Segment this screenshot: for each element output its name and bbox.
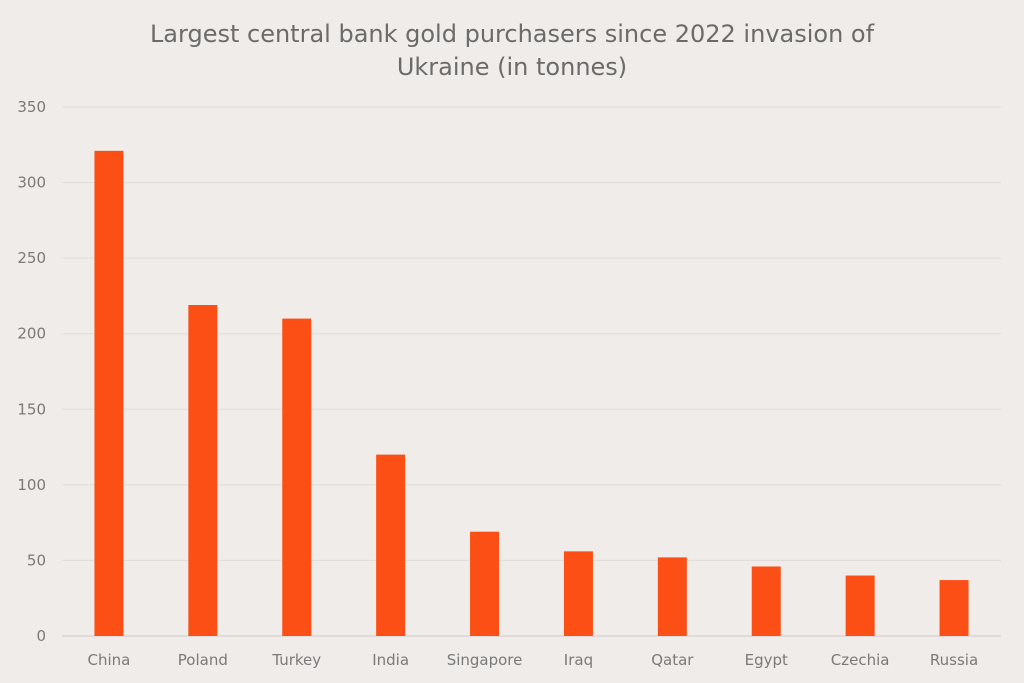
bar-singapore [470,531,500,636]
y-tick-label: 350 [17,98,46,116]
x-tick-label: Czechia [831,651,890,669]
x-tick-label: Singapore [447,651,523,669]
x-tick-label: India [372,651,409,669]
y-tick-label: 0 [36,627,46,645]
x-tick-label: Turkey [271,651,321,669]
bar-czechia [845,575,875,636]
bar-poland [188,304,218,636]
x-tick-label: Iraq [564,651,593,669]
bar-russia [939,580,969,636]
bar-egypt [751,566,781,636]
y-tick-label: 300 [17,174,46,192]
y-tick-label: 100 [17,476,46,494]
y-tick-label: 200 [17,325,46,343]
chart-title-line-2: Ukraine (in tonnes) [396,53,628,81]
x-tick-label: Russia [930,651,978,669]
y-tick-label: 250 [17,249,46,267]
bar-qatar [657,557,687,636]
x-tick-label: Qatar [651,651,694,669]
chart-title-line-1: Largest central bank gold purchasers sin… [149,20,875,48]
bar-turkey [282,318,312,636]
y-tick-label: 150 [17,400,46,418]
x-tick-label: China [88,651,131,669]
bar-china [94,150,124,636]
bar-india [376,454,406,636]
x-tick-label: Egypt [745,651,788,669]
x-tick-label: Poland [178,651,228,669]
chart-title: Largest central bank gold purchasers sin… [0,18,1024,84]
y-tick-label: 50 [27,551,46,569]
bar-iraq [563,551,593,636]
